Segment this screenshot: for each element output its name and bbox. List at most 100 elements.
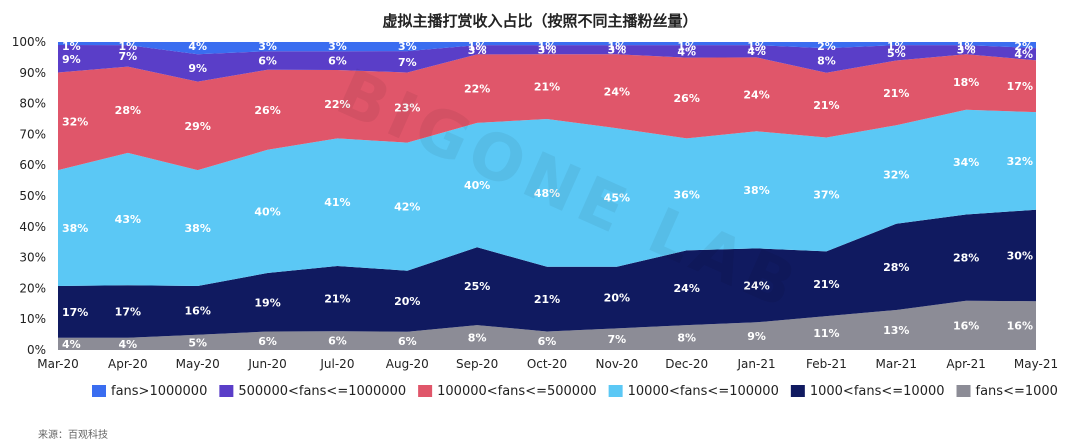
- data-label: 36%: [674, 188, 700, 201]
- data-label: 43%: [115, 213, 141, 226]
- x-tick-label: Jan-21: [737, 357, 776, 371]
- data-label: 17%: [1007, 80, 1033, 93]
- data-label: 25%: [464, 280, 490, 293]
- data-label: 17%: [115, 306, 141, 319]
- legend-swatch: [790, 385, 805, 397]
- x-tick-label: Apr-21: [946, 357, 986, 371]
- x-tick-label: Feb-21: [806, 357, 847, 371]
- data-label: 4%: [747, 45, 766, 58]
- legend-label: 10000<fans<=100000: [628, 384, 779, 399]
- area-layers: [58, 42, 1036, 350]
- data-label: 3%: [258, 40, 277, 53]
- data-label: 9%: [188, 62, 207, 75]
- data-label: 42%: [394, 201, 420, 214]
- chart-title: 虚拟主播打赏收入占比（按照不同主播粉丝量）: [382, 12, 697, 30]
- x-tick-label: Mar-20: [37, 357, 78, 371]
- y-tick-label: 20%: [19, 281, 46, 295]
- data-label: 1%: [119, 40, 138, 53]
- legend-swatch: [92, 385, 106, 397]
- data-label: 20%: [604, 292, 630, 305]
- data-label: 21%: [534, 293, 560, 306]
- data-label: 1%: [887, 40, 906, 53]
- data-label: 1%: [747, 40, 766, 53]
- y-tick-label: 10%: [19, 312, 46, 326]
- y-tick-label: 90%: [19, 66, 46, 80]
- data-label: 6%: [538, 335, 557, 348]
- data-label: 2%: [1014, 40, 1033, 53]
- x-axis: Mar-20 Apr-20 May-20 Jun-20 Jul-20 Aug-20 Sep-…: [37, 357, 1058, 371]
- data-label: 40%: [464, 179, 490, 192]
- data-label: 2%: [817, 40, 836, 53]
- data-label: 20%: [394, 295, 420, 308]
- data-label: 23%: [394, 102, 420, 115]
- data-label: 6%: [258, 54, 277, 67]
- data-label: 16%: [953, 319, 979, 332]
- data-label: 1%: [468, 40, 487, 53]
- data-label: 21%: [813, 278, 839, 291]
- data-label: 30%: [1007, 249, 1033, 262]
- data-label: 32%: [62, 115, 88, 128]
- legend-label: 100000<fans<=500000: [437, 384, 597, 399]
- data-label: 24%: [674, 282, 700, 295]
- data-label: 32%: [1007, 155, 1033, 168]
- legend-label: fans<=1000: [976, 384, 1058, 399]
- data-label: 41%: [324, 196, 350, 209]
- data-label: 1%: [538, 40, 557, 53]
- y-axis: 0% 10% 20% 30% 40% 50% 60% 70% 80% 90% 100%: [12, 35, 46, 357]
- legend-swatch: [608, 385, 623, 397]
- data-label: 6%: [328, 55, 347, 68]
- legend-swatch: [418, 385, 433, 397]
- data-label: 3%: [538, 44, 557, 57]
- data-label: 4%: [188, 40, 207, 53]
- data-label: 8%: [817, 54, 836, 67]
- legend: fans>1000000 500000<fans<=1000000 100000<f…: [92, 384, 1058, 399]
- data-label: 29%: [185, 120, 211, 133]
- data-label: 3%: [398, 40, 417, 53]
- data-label: 19%: [254, 296, 280, 309]
- data-label: 16%: [185, 304, 211, 317]
- data-label: 3%: [957, 44, 976, 57]
- data-label: 34%: [953, 156, 979, 169]
- x-tick-label: Aug-20: [386, 357, 429, 371]
- data-label: 3%: [328, 40, 347, 53]
- legend-swatch: [219, 385, 234, 397]
- data-label: 9%: [62, 53, 81, 66]
- x-tick-label: Mar-21: [876, 357, 917, 371]
- data-label: 4%: [62, 338, 81, 351]
- y-tick-label: 60%: [19, 158, 46, 172]
- data-label: 13%: [883, 324, 909, 337]
- data-label: 38%: [62, 222, 88, 235]
- data-label: 37%: [813, 188, 839, 201]
- data-label: 24%: [604, 85, 630, 98]
- legend-label: 1000<fans<=10000: [810, 384, 945, 399]
- y-tick-label: 70%: [19, 127, 46, 141]
- data-label: 16%: [1007, 320, 1033, 333]
- data-label: 26%: [674, 92, 700, 105]
- data-label: 21%: [324, 293, 350, 306]
- data-label: 7%: [608, 333, 627, 346]
- data-label: 17%: [62, 306, 88, 319]
- y-tick-label: 40%: [19, 220, 46, 234]
- data-label: 6%: [398, 335, 417, 348]
- data-labels: 4% 4% 5% 6% 6% 6% 8% 6% 7% 8% 9% 11% 13% 16% 16% 17% 17%…: [62, 40, 1033, 351]
- data-label: 1%: [957, 40, 976, 53]
- data-label: 8%: [468, 332, 487, 345]
- data-label: 3%: [468, 44, 487, 57]
- data-label: 28%: [953, 252, 979, 265]
- data-label: 4%: [119, 338, 138, 351]
- y-tick-label: 100%: [12, 35, 46, 49]
- data-label: 21%: [813, 99, 839, 112]
- data-label: 9%: [747, 330, 766, 343]
- area-4: [58, 54, 1036, 171]
- data-label: 28%: [115, 104, 141, 117]
- x-tick-label: May-21: [1014, 357, 1058, 371]
- data-label: 5%: [188, 336, 207, 349]
- legend-label: 500000<fans<=1000000: [238, 384, 406, 399]
- data-label: 48%: [534, 187, 560, 200]
- x-tick-label: Apr-20: [108, 357, 148, 371]
- x-tick-label: Nov-20: [596, 357, 639, 371]
- data-label: 24%: [743, 279, 769, 292]
- x-tick-label: Dec-20: [665, 357, 708, 371]
- legend-label: fans>1000000: [111, 384, 207, 399]
